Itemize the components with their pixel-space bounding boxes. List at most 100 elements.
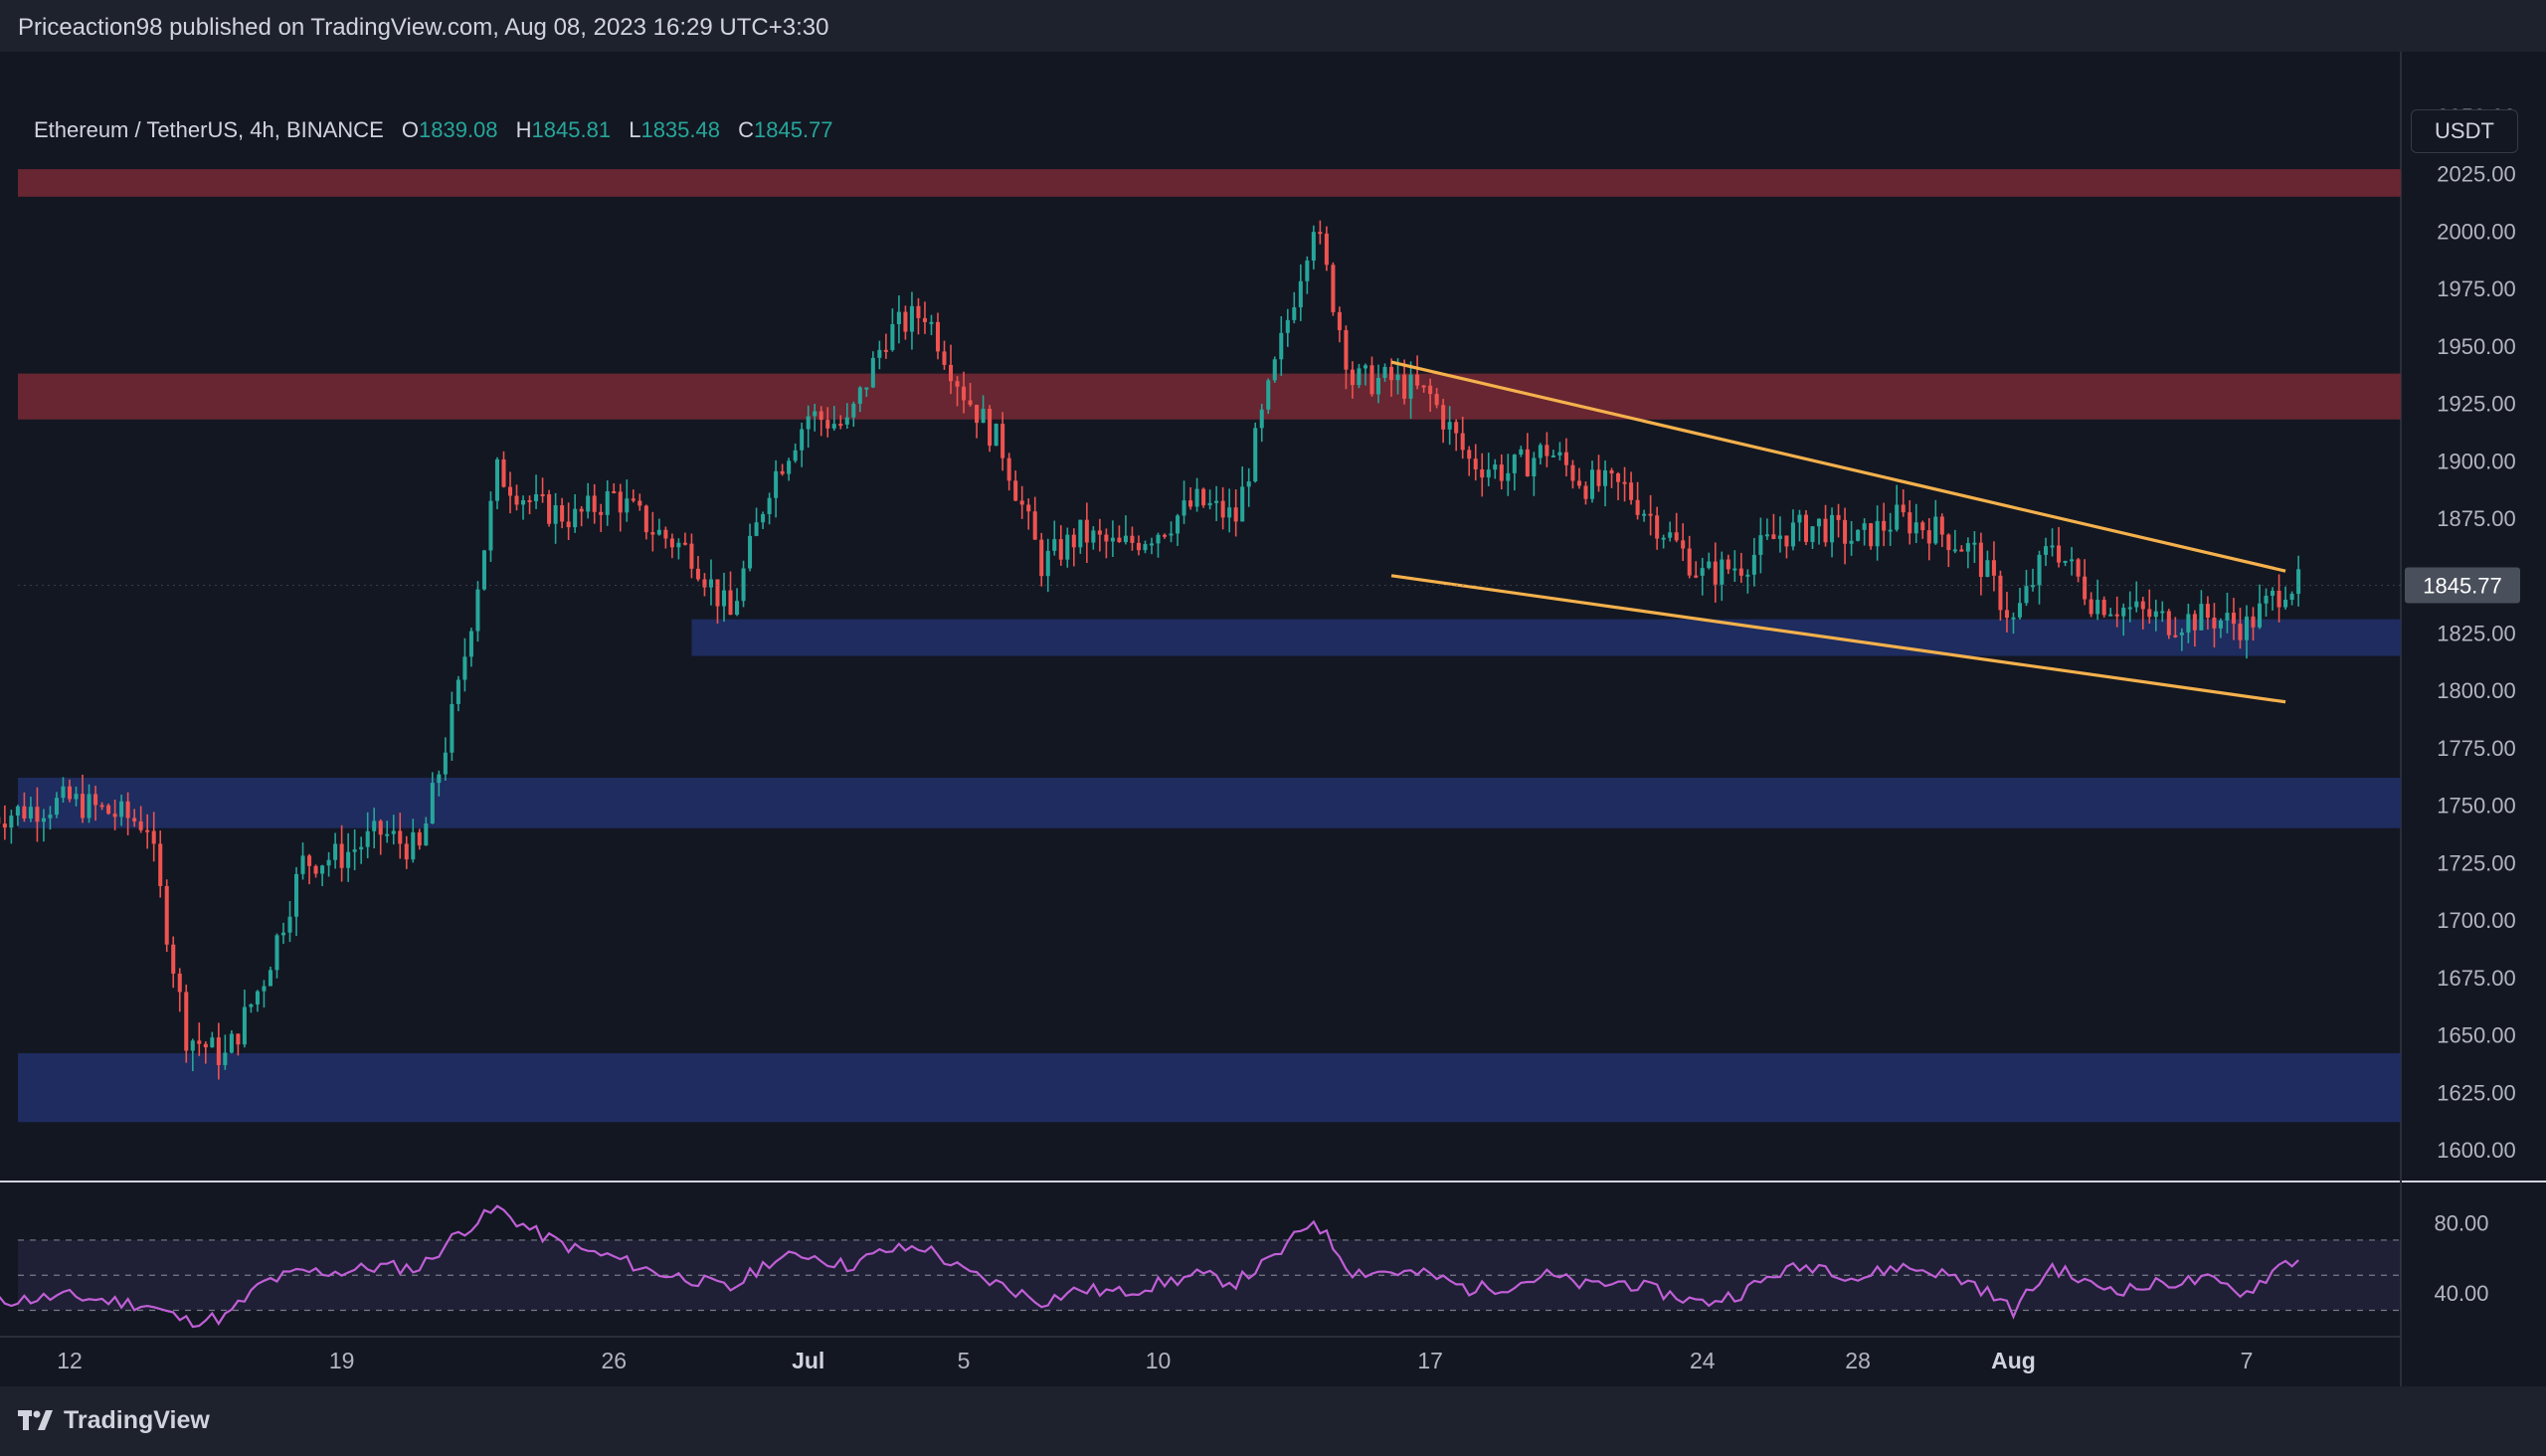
candle-up: [9, 816, 14, 828]
candle-down: [184, 992, 189, 1051]
candle-up: [326, 859, 331, 866]
tradingview-logo[interactable]: TradingView: [18, 1406, 210, 1435]
candle-down: [1836, 514, 1841, 520]
candle-up: [488, 500, 493, 551]
candle-up: [1830, 514, 1835, 543]
last-price-label: 1845.77: [2423, 574, 2502, 599]
candle-down: [883, 349, 888, 352]
candle-down: [669, 538, 674, 548]
candle-down: [955, 381, 960, 387]
candle-down: [2212, 617, 2217, 629]
candle-up: [735, 601, 740, 616]
candle-down: [1726, 559, 1730, 570]
candle-up: [2296, 569, 2301, 595]
candle-up: [909, 305, 914, 332]
candle-up: [573, 508, 578, 528]
chart-canvas[interactable]: 2050.002025.002000.001975.001950.001925.…: [0, 52, 2546, 1386]
candle-up: [15, 806, 20, 817]
chart-frame[interactable]: 2050.002025.002000.001975.001950.001925.…: [0, 52, 2546, 1386]
candle-up: [748, 535, 753, 569]
candle-down: [560, 505, 565, 522]
price-tick-label: 1675.00: [2437, 966, 2516, 991]
candle-down: [838, 424, 843, 427]
candle-up: [1292, 307, 1297, 320]
candle-up: [2199, 604, 2204, 631]
candle-up: [1227, 507, 1232, 518]
candle-up: [800, 429, 805, 451]
candle-up: [1375, 377, 1381, 395]
candle-up: [1091, 530, 1096, 543]
candle-down: [780, 470, 785, 474]
candle-up: [896, 311, 901, 325]
candle-up: [1045, 550, 1050, 577]
candle-up: [443, 752, 448, 775]
candle-up: [1952, 549, 1957, 552]
price-tick-label: 1650.00: [2437, 1023, 2516, 1048]
candle-down: [1687, 548, 1692, 576]
candle-down: [1648, 513, 1653, 516]
candle-up: [190, 1040, 195, 1051]
candle-up: [1862, 523, 1867, 530]
candle-up: [2063, 560, 2068, 563]
candle-down: [728, 590, 733, 616]
price-tick-label: 1600.00: [2437, 1138, 2516, 1163]
candle-down: [398, 830, 403, 844]
low-label: L: [629, 117, 641, 142]
candle-down: [1803, 514, 1809, 542]
candle-down: [1104, 534, 1109, 542]
high-value: 1845.81: [531, 117, 612, 142]
candle-up: [1408, 374, 1413, 399]
candle-up: [2160, 611, 2165, 614]
candle-down: [2251, 616, 2256, 628]
candle-up: [2030, 585, 2036, 588]
candle-down: [2231, 613, 2236, 625]
candle-down: [1233, 507, 1238, 522]
resistance-zone: [18, 169, 2401, 197]
publish-bar: Priceaction98 published on TradingView.c…: [0, 0, 2546, 52]
candle-up: [1305, 260, 1310, 281]
high-label: H: [515, 117, 532, 142]
candle-up: [424, 823, 429, 846]
candle-down: [2173, 635, 2178, 637]
candle-down: [1331, 265, 1336, 312]
candle-down: [106, 805, 111, 815]
symbol-legend: Ethereum / TetherUS, 4h, BINANCE O1839.0…: [34, 117, 833, 143]
candle-up: [1512, 455, 1517, 473]
candle-up: [813, 411, 818, 417]
candle-down: [599, 511, 604, 515]
candle-down: [1843, 519, 1848, 544]
candle-up: [1253, 428, 1258, 482]
candle-down: [164, 885, 169, 945]
candle-down: [1415, 374, 1420, 386]
currency-button[interactable]: USDT: [2411, 109, 2518, 153]
candle-down: [203, 1043, 208, 1048]
candle-up: [494, 458, 500, 501]
candle-down: [1596, 469, 1601, 486]
candle-up: [1764, 534, 1769, 537]
candle-up: [605, 490, 610, 515]
candle-up: [2153, 611, 2158, 618]
candle-up: [844, 417, 849, 425]
candle-up: [2127, 607, 2132, 610]
candle-down: [81, 794, 86, 819]
candle-up: [877, 349, 882, 358]
candle-down: [1402, 374, 1407, 399]
candle-up: [929, 321, 934, 324]
candle-down: [650, 532, 655, 535]
candle-up: [1732, 568, 1737, 571]
candle-up: [1285, 319, 1290, 333]
candle-down: [2238, 624, 2243, 640]
candle-up: [2037, 554, 2042, 586]
candle-down: [1441, 405, 1446, 430]
candle-down: [695, 568, 700, 580]
candle-down: [1869, 523, 1874, 547]
candle-up: [48, 815, 53, 819]
candle-up: [708, 579, 713, 588]
candle-down: [1939, 516, 1944, 535]
candle-up: [2225, 613, 2230, 621]
candle-up: [300, 855, 305, 874]
candle-up: [1176, 515, 1181, 534]
candle-down: [501, 458, 506, 487]
candle-up: [2121, 608, 2126, 617]
candle-down: [1771, 534, 1776, 539]
